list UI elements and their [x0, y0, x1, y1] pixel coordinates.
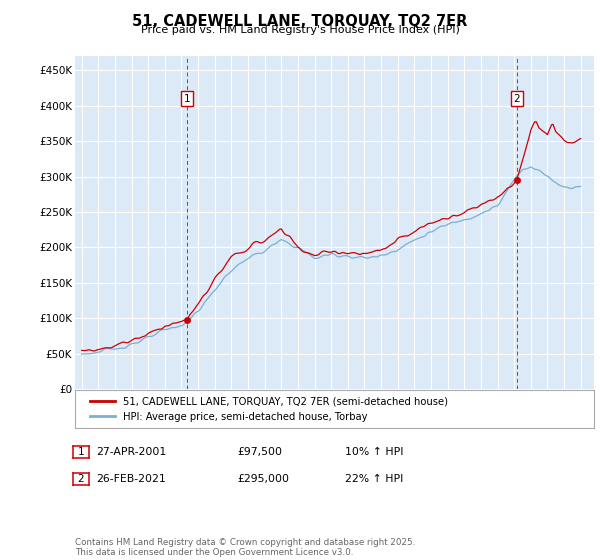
Text: 1: 1	[77, 447, 85, 457]
Text: 1: 1	[184, 94, 190, 104]
Text: 27-APR-2001: 27-APR-2001	[96, 447, 166, 457]
Text: 26-FEB-2021: 26-FEB-2021	[96, 474, 166, 484]
Text: £97,500: £97,500	[237, 447, 282, 457]
Text: 51, CADEWELL LANE, TORQUAY, TQ2 7ER: 51, CADEWELL LANE, TORQUAY, TQ2 7ER	[133, 14, 467, 29]
Legend: 51, CADEWELL LANE, TORQUAY, TQ2 7ER (semi-detached house), HPI: Average price, s: 51, CADEWELL LANE, TORQUAY, TQ2 7ER (sem…	[85, 392, 453, 427]
Text: Contains HM Land Registry data © Crown copyright and database right 2025.
This d: Contains HM Land Registry data © Crown c…	[75, 538, 415, 557]
Text: £295,000: £295,000	[237, 474, 289, 484]
Text: 22% ↑ HPI: 22% ↑ HPI	[345, 474, 403, 484]
Text: Price paid vs. HM Land Registry's House Price Index (HPI): Price paid vs. HM Land Registry's House …	[140, 25, 460, 35]
Text: 2: 2	[77, 474, 85, 484]
Text: 10% ↑ HPI: 10% ↑ HPI	[345, 447, 404, 457]
Text: 2: 2	[514, 94, 520, 104]
